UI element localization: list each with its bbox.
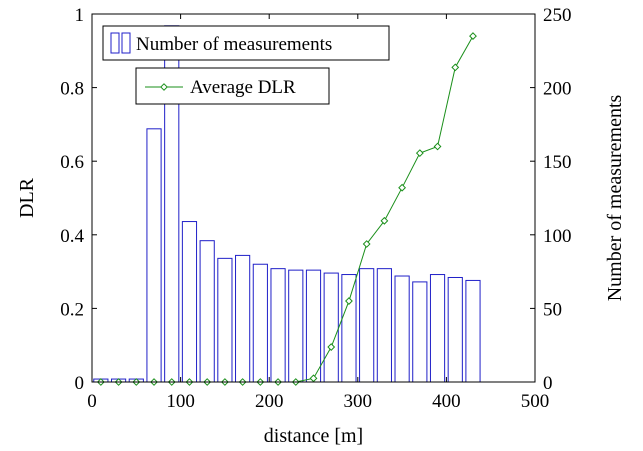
- legend-bar-swatch-part: [110, 32, 120, 54]
- legend-line-box: [135, 67, 330, 105]
- bar-70: [146, 128, 162, 383]
- bar-110: [181, 221, 198, 383]
- bar-410: [447, 276, 463, 383]
- x-tick-label: 400: [432, 391, 461, 412]
- legend-bars: Number of measurements: [102, 25, 390, 61]
- dlr-marker-290: [345, 297, 353, 305]
- y-left-tick-label: 0.8: [60, 79, 84, 100]
- bar-270: [323, 272, 339, 383]
- y-right-tick-label: 150: [543, 152, 572, 173]
- x-tick-label: 300: [344, 391, 373, 412]
- y-left-tick-label: 0.6: [60, 152, 84, 173]
- legend-line: Average DLR: [135, 67, 330, 105]
- dlr-marker-310: [362, 240, 371, 248]
- bar-310: [359, 268, 375, 383]
- plot-frame: [91, 13, 536, 383]
- bar-210: [270, 268, 286, 383]
- bar-350: [394, 275, 410, 383]
- bar-430: [465, 279, 481, 383]
- dlr-marker-370: [415, 149, 424, 158]
- dlr-marker-390: [433, 142, 442, 151]
- y-left-tick-label: 1: [75, 5, 85, 26]
- y-right-tick-label: 50: [543, 299, 562, 320]
- bar-330: [376, 268, 392, 383]
- dlr-marker-330: [380, 216, 389, 225]
- y-left-tick-label: 0.4: [60, 226, 84, 247]
- bar-290: [341, 274, 357, 383]
- y-axis-left-label: DLR: [16, 177, 38, 218]
- y-right-tick-label: 100: [543, 226, 572, 247]
- bar-170: [235, 254, 251, 383]
- dlr-marker-410: [451, 63, 460, 72]
- x-tick-label: 0: [87, 391, 97, 412]
- legend-bars-label: Number of measurements: [136, 34, 332, 55]
- legend-diamond-icon: [160, 83, 168, 91]
- bar-390: [429, 274, 446, 383]
- ticks-layer: 0 100 200 300 400 50000.20.40.60.810501001502…: [60, 5, 571, 412]
- x-tick-label: 100: [166, 391, 195, 412]
- y-axis-right-label: Number of measurements: [604, 94, 626, 301]
- legend-bars-box: [102, 25, 390, 61]
- x-axis-label: distance [m]: [264, 425, 363, 447]
- x-tick-label: 500: [521, 391, 550, 412]
- y-left-tick-label: 0.2: [60, 299, 84, 320]
- y-left-tick-label: 0: [75, 373, 85, 394]
- legend-line-swatch-icon: [145, 83, 183, 91]
- y-right-tick-label: 0: [543, 373, 553, 394]
- bar-150: [217, 257, 233, 383]
- bar-250: [305, 269, 322, 383]
- y-right-tick-label: 200: [543, 79, 572, 100]
- legend-line-label: Average DLR: [190, 77, 296, 98]
- dlr-marker-270: [327, 343, 336, 351]
- bar-230: [288, 269, 304, 383]
- y-right-tick-label: 250: [543, 5, 572, 26]
- dlr-marker-430: [469, 32, 477, 40]
- legend-bar-swatch-part: [121, 32, 131, 54]
- bar-190: [252, 263, 268, 383]
- x-tick-label: 200: [255, 391, 284, 412]
- bar-370: [412, 281, 428, 383]
- bar-130: [199, 240, 215, 383]
- dlr-marker-250: [309, 374, 318, 383]
- dlr-marker-350: [398, 183, 407, 192]
- legend-bar-swatch-icon: [110, 32, 131, 54]
